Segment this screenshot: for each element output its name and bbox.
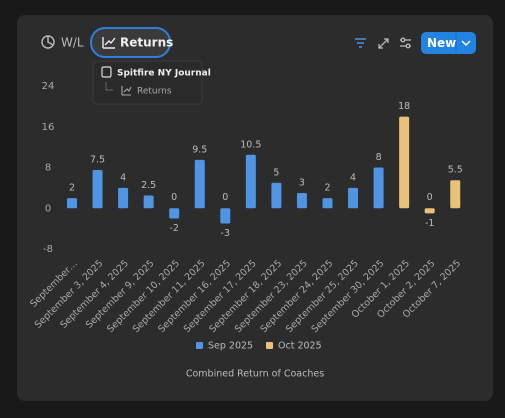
bar [220,208,231,224]
data-label: -1 [425,218,434,229]
bar [373,167,384,209]
data-label: 5.5 [448,165,463,176]
data-label: 4 [120,172,126,183]
data-label: 7.5 [90,155,105,166]
bar [424,208,435,214]
bar [399,116,410,209]
bar [92,170,103,209]
bar [296,192,307,209]
data-label: 5 [273,167,279,178]
bar [169,208,180,219]
new-button[interactable]: New [421,32,476,54]
popup-view[interactable]: Returns [137,87,172,97]
data-label: 10.5 [240,139,261,150]
data-label: 9.5 [192,144,207,155]
popup-source[interactable]: Spitfire NY Journal [117,69,211,79]
y-tick-label: 8 [45,163,51,174]
chart-caption: Combined Return of Coaches [186,369,324,380]
filter-icon[interactable] [355,38,366,48]
data-label: -3 [221,228,230,239]
wl-tab[interactable]: W/L [41,35,84,50]
y-tick-label: 24 [42,81,55,92]
bar [271,182,282,209]
settings-icon[interactable] [400,37,411,49]
legend-swatch [196,342,203,349]
bar [322,198,333,209]
legend-swatch [266,342,273,349]
data-label: 2 [324,183,330,194]
data-label: 0 [427,192,433,203]
tab-label: Returns [120,36,173,50]
returns-tab[interactable]: Returns [90,27,173,58]
legend-label: Sep 2025 [208,341,253,352]
bar [348,187,359,209]
data-label: 2 [69,183,75,194]
data-label: 8 [376,152,382,163]
bar [143,195,154,209]
tab-label: W/L [61,36,84,50]
data-label: 4 [350,172,356,183]
data-label: 0 [171,192,177,203]
expand-icon[interactable] [378,38,389,49]
y-tick-label: -8 [43,244,53,255]
bar [67,198,77,209]
y-tick-label: 0 [45,203,51,214]
data-label: 0 [222,192,228,203]
popup: Spitfire NY Journal Returns [92,60,211,105]
button-label: New [427,36,456,50]
data-label: 18 [398,101,410,112]
bar [450,180,461,209]
data-label: 2.5 [141,180,156,191]
data-label: -2 [169,223,178,234]
bar [194,159,205,209]
bar [245,154,256,209]
y-tick-label: 16 [42,122,55,133]
data-label: 3 [299,177,305,188]
legend-label: Oct 2025 [278,341,322,352]
bar [118,187,129,209]
